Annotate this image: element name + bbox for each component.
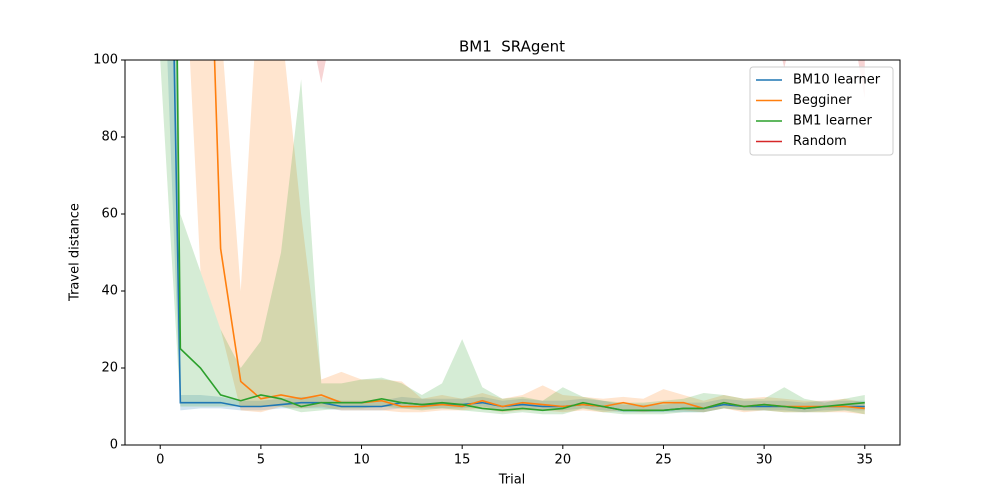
- legend-label: BM10 learner: [793, 73, 881, 88]
- x-tick-label: 0: [156, 453, 164, 468]
- legend-label: BM1 learner: [793, 114, 872, 129]
- x-tick-label: 35: [856, 453, 873, 468]
- confidence-band: [160, 60, 865, 415]
- y-tick-label: 60: [101, 207, 118, 222]
- y-tick-label: 100: [93, 53, 118, 68]
- legend-box: [749, 66, 894, 156]
- plot-frame: [124, 59, 901, 446]
- legend-label: Begginer: [793, 93, 852, 108]
- bands: [160, 60, 865, 415]
- x-axis-label: Trial: [498, 473, 526, 488]
- y-tick-label: 0: [110, 438, 118, 453]
- y-tick-label: 40: [101, 284, 118, 299]
- x-tick-label: 15: [454, 453, 471, 468]
- confidence-band: [189, 60, 865, 415]
- y-axis-label: Travel distance: [68, 203, 83, 302]
- series-line: [176, 60, 865, 412]
- legend-label: Random: [793, 134, 847, 149]
- axes: 0 5 10 15 20 25 30 35 0 20 40 60 80 100: [93, 53, 873, 468]
- y-tick-label: 80: [101, 130, 118, 145]
- y-tick-label: 20: [101, 361, 118, 376]
- x-tick-label: 30: [756, 453, 773, 468]
- chart-title: BM1 SRAgent: [459, 38, 565, 56]
- x-tick-label: 25: [655, 453, 672, 468]
- x-tick-label: 5: [257, 453, 265, 468]
- legend: BM10 learner Begginer BM1 learner Random: [749, 66, 894, 156]
- lines: [173, 60, 865, 412]
- x-tick-label: 10: [353, 453, 370, 468]
- x-tick-label: 20: [555, 453, 572, 468]
